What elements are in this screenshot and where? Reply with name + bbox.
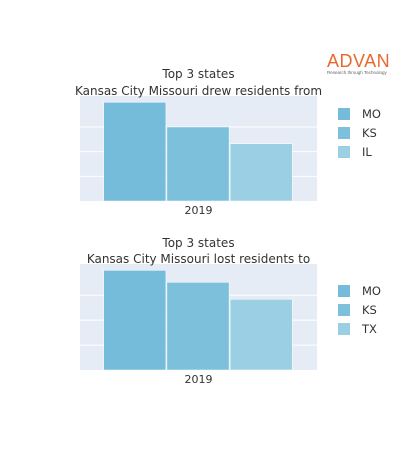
legend-swatch-tx-1 bbox=[338, 323, 350, 335]
legend-swatch-ks-1 bbox=[338, 304, 350, 316]
legend-swatch-mo-1 bbox=[338, 285, 350, 297]
legend-label-mo-1: MO bbox=[362, 284, 381, 298]
advan-logo: ADVAN Research through Technology bbox=[327, 52, 395, 76]
x-tick-label-1: 2019 bbox=[185, 373, 213, 386]
bar-ks-0 bbox=[166, 126, 230, 202]
chart-subtitle-1: Kansas City Missouri lost residents to bbox=[87, 252, 310, 266]
bar-mo-0 bbox=[103, 102, 167, 202]
bar-tx-1 bbox=[229, 299, 293, 371]
legend-swatch-il-0 bbox=[338, 146, 350, 158]
legend-label-ks-1: KS bbox=[362, 303, 377, 317]
logo-tagline: Research through Technology bbox=[327, 70, 387, 75]
legend-label-tx-1: TX bbox=[361, 322, 377, 336]
legend-label-il-0: IL bbox=[362, 145, 372, 159]
chart-title-0: Top 3 states bbox=[161, 67, 234, 81]
logo-wordmark: ADVAN bbox=[327, 51, 391, 71]
legend-label-mo-0: MO bbox=[362, 107, 381, 121]
chart-title-1: Top 3 states bbox=[161, 236, 234, 250]
legend-label-ks-0: KS bbox=[362, 126, 377, 140]
legend-swatch-ks-0 bbox=[338, 127, 350, 139]
x-tick-label-0: 2019 bbox=[185, 204, 213, 217]
bar-il-0 bbox=[229, 143, 293, 202]
legend-swatch-mo-0 bbox=[338, 108, 350, 120]
chart-subtitle-0: Kansas City Missouri drew residents from bbox=[75, 84, 322, 98]
bar-ks-1 bbox=[166, 282, 230, 371]
bar-mo-1 bbox=[103, 270, 167, 371]
